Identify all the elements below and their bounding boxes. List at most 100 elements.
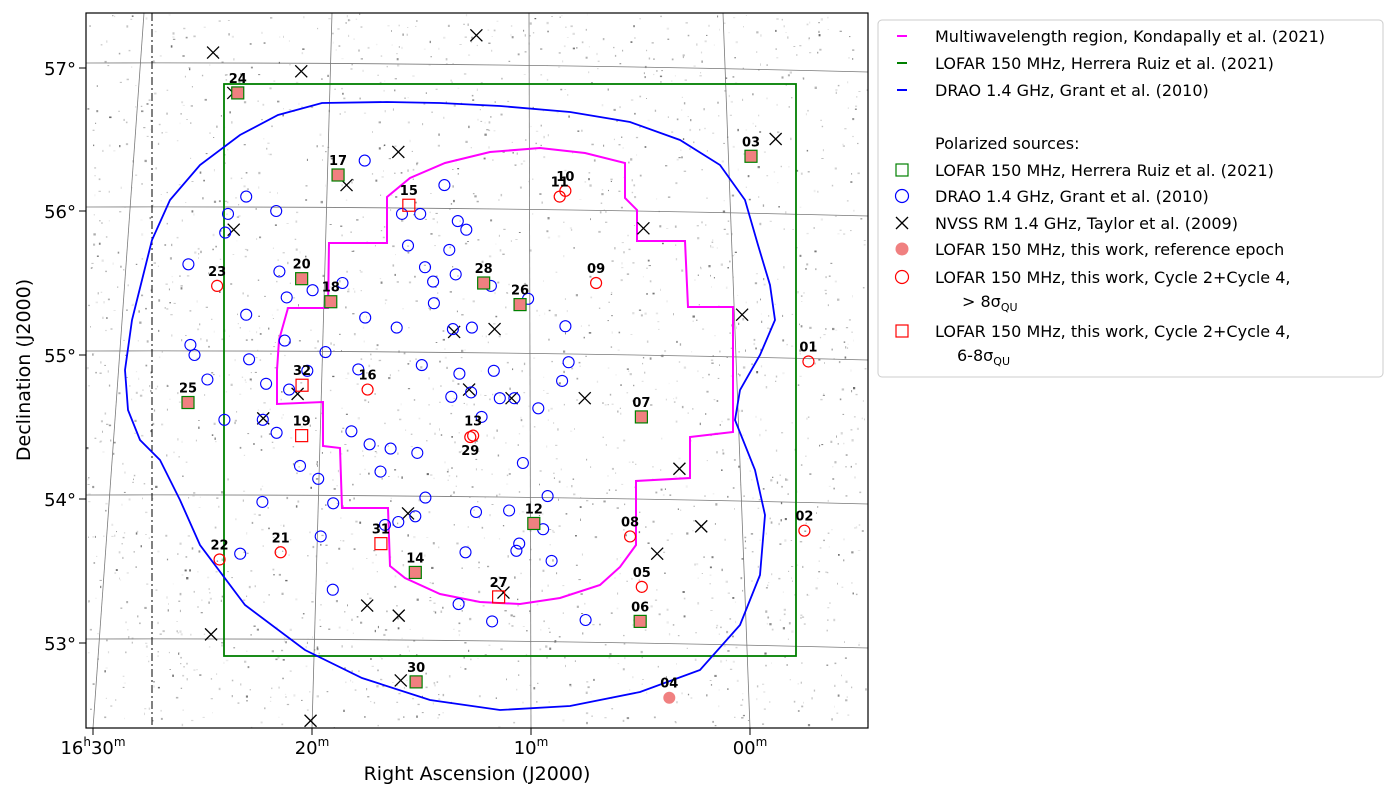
source-id-label: 25: [179, 382, 197, 397]
drao-circle-marker: [508, 392, 521, 405]
noise-speck: [752, 497, 754, 500]
noise-speck: [727, 220, 730, 222]
noise-speck: [250, 570, 253, 572]
noise-speck: [355, 18, 358, 20]
noise-speck: [97, 633, 99, 635]
noise-speck: [108, 220, 110, 222]
noise-speck: [518, 674, 520, 676]
y-tick-label: 54°: [44, 490, 76, 511]
noise-speck: [352, 483, 354, 486]
noise-speck: [306, 641, 308, 644]
noise-speck: [105, 502, 108, 505]
noise-speck: [486, 434, 488, 437]
noise-speck: [196, 669, 198, 671]
noise-speck: [166, 308, 169, 310]
noise-speck: [543, 620, 545, 623]
noise-speck: [644, 600, 646, 602]
noise-speck: [736, 679, 739, 682]
noise-speck: [837, 443, 839, 445]
noise-speck: [813, 345, 816, 348]
drao-circle-marker: [562, 356, 575, 369]
noise-speck: [107, 65, 110, 67]
noise-speck: [732, 487, 735, 489]
noise-speck: [785, 478, 789, 481]
noise-speck: [345, 378, 348, 379]
drao-circle-marker: [401, 239, 415, 252]
noise-speck: [732, 145, 735, 148]
noise-speck: [615, 489, 617, 491]
noise-speck: [215, 571, 218, 573]
noise-speck: [186, 275, 190, 277]
noise-speck: [258, 315, 260, 317]
noise-speck: [397, 369, 400, 372]
noise-speck: [110, 328, 113, 330]
noise-speck: [458, 451, 461, 454]
noise-speck: [99, 579, 102, 581]
noise-speck: [599, 623, 601, 626]
nvss-cross-stroke: [401, 506, 415, 520]
noise-speck: [825, 328, 827, 330]
noise-speck: [632, 676, 634, 679]
noise-speck: [249, 43, 252, 45]
noise-speck: [105, 697, 107, 699]
noise-speck: [90, 326, 91, 328]
noise-speck: [818, 30, 820, 33]
noise-speck: [375, 179, 378, 182]
noise-speck: [374, 245, 376, 247]
noise-speck: [572, 151, 574, 154]
noise-speck: [152, 498, 154, 500]
noise-speck: [179, 275, 181, 277]
noise-speck: [150, 371, 152, 374]
noise-speck: [433, 682, 436, 685]
noise-speck: [831, 718, 833, 721]
noise-speck: [135, 371, 138, 373]
noise-speck: [193, 669, 196, 671]
noise-speck: [522, 701, 524, 704]
noise-speck: [435, 212, 438, 214]
nvss-cross-stroke: [391, 145, 405, 159]
noise-speck: [180, 113, 182, 115]
noise-speck: [586, 13, 588, 16]
noise-speck: [439, 401, 441, 403]
noise-speck: [514, 164, 517, 166]
noise-speck: [675, 258, 678, 261]
noise-speck: [575, 294, 578, 297]
noise-speck: [510, 33, 512, 37]
noise-speck: [699, 75, 702, 77]
noise-speck: [186, 119, 188, 120]
noise-speck: [524, 51, 527, 53]
noise-speck: [539, 470, 542, 472]
noise-speck: [270, 17, 273, 19]
noise-speck: [629, 689, 631, 691]
noise-speck: [317, 464, 318, 467]
noise-speck: [585, 355, 587, 357]
noise-speck: [384, 422, 386, 425]
noise-speck: [789, 679, 791, 681]
noise-speck: [145, 534, 147, 535]
noise-speck: [803, 623, 806, 625]
noise-speck: [396, 281, 399, 283]
noise-speck: [335, 49, 337, 51]
source-id-label: 17: [329, 154, 347, 169]
legend-marker-this-work-square: [895, 324, 909, 338]
noise-speck: [397, 718, 400, 721]
noise-speck: [264, 707, 266, 710]
noise-speck: [800, 681, 802, 684]
noise-speck: [858, 91, 861, 92]
noise-speck: [155, 485, 158, 488]
noise-speck: [263, 402, 266, 404]
noise-speck: [660, 488, 663, 491]
noise-speck: [767, 584, 769, 587]
noise-speck: [652, 466, 654, 468]
noise-speck: [802, 565, 804, 568]
noise-speck: [93, 214, 95, 216]
noise-speck: [770, 479, 773, 482]
noise-speck: [314, 347, 317, 349]
noise-speck: [555, 271, 558, 273]
noise-speck: [791, 630, 794, 633]
noise-speck: [508, 473, 511, 475]
noise-speck: [377, 724, 379, 727]
noise-speck: [350, 533, 354, 535]
noise-speck: [684, 79, 687, 81]
noise-speck: [581, 129, 583, 132]
